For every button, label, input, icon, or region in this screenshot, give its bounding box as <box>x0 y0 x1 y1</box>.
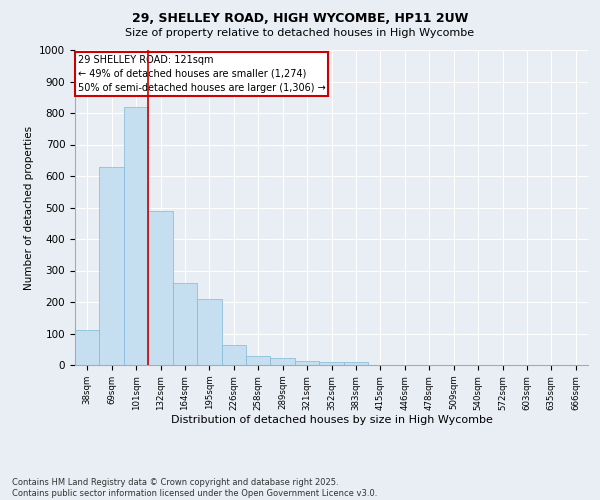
Bar <box>246 356 271 365</box>
Bar <box>295 361 319 365</box>
Bar <box>173 283 197 365</box>
Bar <box>148 210 173 365</box>
Text: Size of property relative to detached houses in High Wycombe: Size of property relative to detached ho… <box>125 28 475 38</box>
Bar <box>271 358 295 365</box>
Bar <box>75 330 100 365</box>
Text: Contains HM Land Registry data © Crown copyright and database right 2025.
Contai: Contains HM Land Registry data © Crown c… <box>12 478 377 498</box>
Text: 29 SHELLEY ROAD: 121sqm
← 49% of detached houses are smaller (1,274)
50% of semi: 29 SHELLEY ROAD: 121sqm ← 49% of detache… <box>77 54 325 92</box>
Bar <box>344 362 368 365</box>
Bar <box>124 106 148 365</box>
Bar <box>319 362 344 365</box>
Text: 29, SHELLEY ROAD, HIGH WYCOMBE, HP11 2UW: 29, SHELLEY ROAD, HIGH WYCOMBE, HP11 2UW <box>132 12 468 26</box>
X-axis label: Distribution of detached houses by size in High Wycombe: Distribution of detached houses by size … <box>170 415 493 425</box>
Bar <box>221 344 246 365</box>
Bar <box>197 299 221 365</box>
Bar <box>100 166 124 365</box>
Y-axis label: Number of detached properties: Number of detached properties <box>23 126 34 290</box>
